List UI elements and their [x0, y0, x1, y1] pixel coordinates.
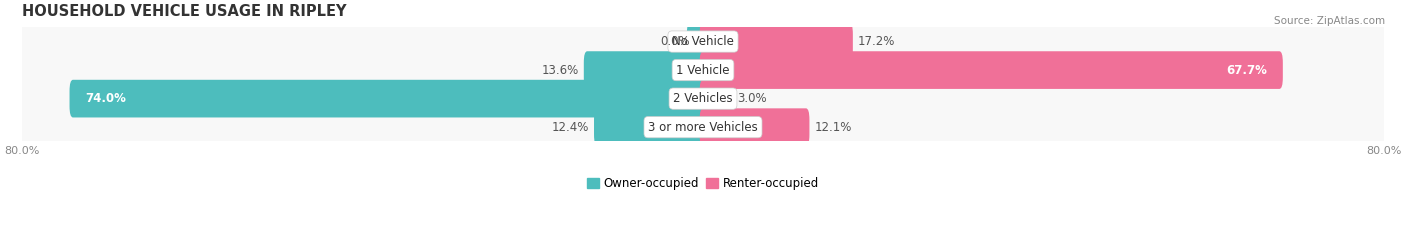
- FancyBboxPatch shape: [686, 23, 706, 60]
- FancyBboxPatch shape: [18, 36, 1388, 105]
- Text: 12.4%: 12.4%: [551, 121, 589, 134]
- FancyBboxPatch shape: [21, 13, 1385, 70]
- FancyBboxPatch shape: [18, 64, 1388, 133]
- FancyBboxPatch shape: [700, 23, 853, 60]
- FancyBboxPatch shape: [21, 42, 1385, 98]
- Text: 3 or more Vehicles: 3 or more Vehicles: [648, 121, 758, 134]
- Text: Source: ZipAtlas.com: Source: ZipAtlas.com: [1274, 16, 1385, 26]
- Text: 2 Vehicles: 2 Vehicles: [673, 92, 733, 105]
- Text: 17.2%: 17.2%: [858, 35, 896, 48]
- FancyBboxPatch shape: [700, 51, 1282, 89]
- FancyBboxPatch shape: [21, 99, 1385, 155]
- Text: 1 Vehicle: 1 Vehicle: [676, 64, 730, 77]
- Text: 3.0%: 3.0%: [737, 92, 766, 105]
- Text: 12.1%: 12.1%: [814, 121, 852, 134]
- Legend: Owner-occupied, Renter-occupied: Owner-occupied, Renter-occupied: [582, 172, 824, 195]
- Text: 13.6%: 13.6%: [541, 64, 579, 77]
- FancyBboxPatch shape: [21, 70, 1385, 127]
- FancyBboxPatch shape: [593, 108, 706, 146]
- Text: 0.0%: 0.0%: [661, 35, 690, 48]
- FancyBboxPatch shape: [69, 80, 706, 117]
- FancyBboxPatch shape: [700, 80, 733, 117]
- Text: No Vehicle: No Vehicle: [672, 35, 734, 48]
- FancyBboxPatch shape: [700, 108, 810, 146]
- Text: 74.0%: 74.0%: [86, 92, 127, 105]
- Text: 67.7%: 67.7%: [1226, 64, 1267, 77]
- FancyBboxPatch shape: [18, 93, 1388, 162]
- Text: HOUSEHOLD VEHICLE USAGE IN RIPLEY: HOUSEHOLD VEHICLE USAGE IN RIPLEY: [22, 4, 346, 19]
- FancyBboxPatch shape: [18, 7, 1388, 76]
- FancyBboxPatch shape: [583, 51, 706, 89]
